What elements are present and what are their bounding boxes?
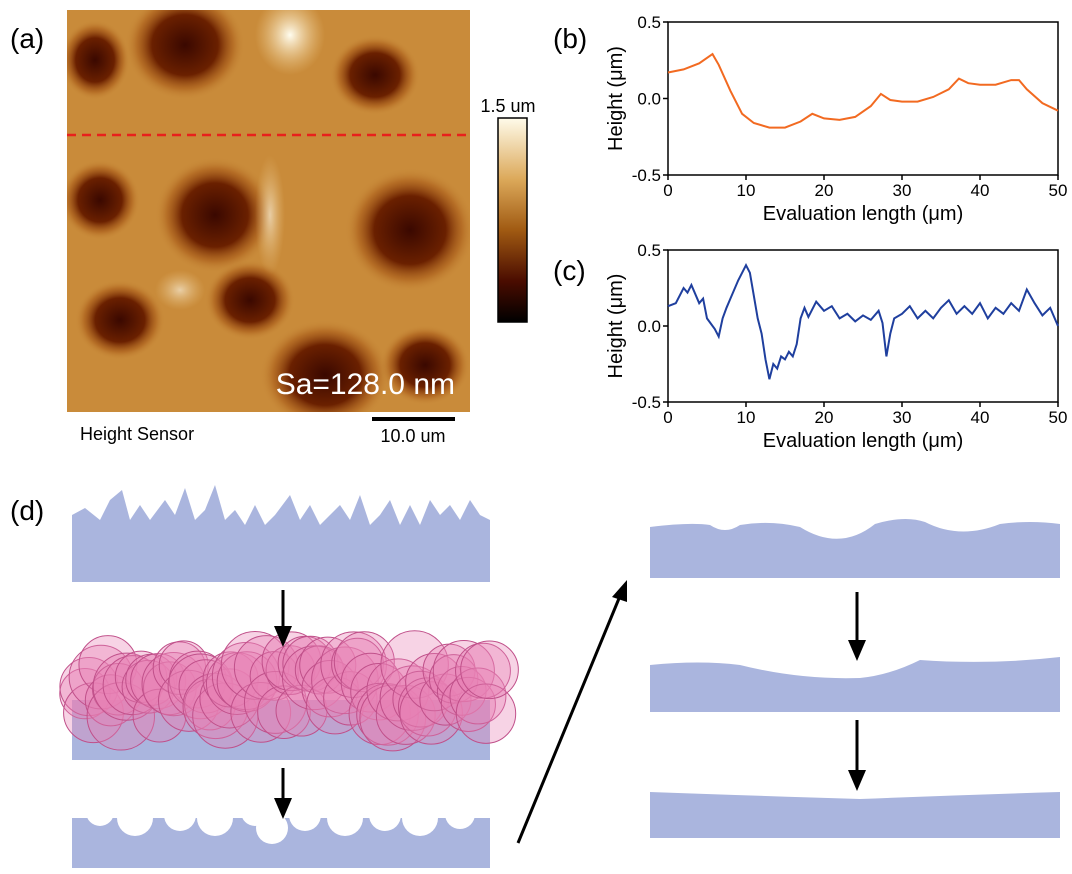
x-tick-label: 40 [971,181,990,200]
y-tick-label: 0.0 [637,317,661,336]
bubble [399,681,463,745]
bubble [455,683,517,744]
data-line [667,263,1059,380]
colorbar-label: 1.5 um [480,96,535,116]
channel-label: Height Sensor [80,424,194,444]
x-tick-label: 20 [815,181,834,200]
panel-label: (d) [10,495,44,526]
x-tick-label: 10 [737,408,756,427]
rough-surface [72,485,490,582]
craters [86,798,475,844]
bubbles [59,630,519,752]
bubble [419,673,472,726]
x-tick-label: 40 [971,408,990,427]
x-tick-label: 50 [1049,181,1068,200]
x-tick-label: 0 [663,181,672,200]
bubble [460,640,519,700]
y-tick-label: 0.0 [637,90,661,109]
bubble [184,678,236,731]
bubble [333,631,395,693]
bubble [436,666,487,716]
y-tick-label: -0.5 [632,166,661,185]
x-tick-label: 0 [663,408,672,427]
bubble [281,645,347,711]
arrows [281,590,859,844]
plot-frame [667,21,1059,176]
y-axis-label: Height (μm) [605,46,627,151]
schematic [59,485,1060,868]
data-line [667,52,1059,129]
smooth-surface [650,792,1060,838]
x-tick-label: 20 [815,408,834,427]
panel-label: (b) [553,23,587,54]
surface [72,700,490,760]
y-tick-label: -0.5 [632,393,661,412]
bubble [158,640,209,691]
panel-label: (a) [10,23,44,54]
bubble [294,645,344,695]
plot-frame [667,249,1059,403]
bubble [340,652,401,713]
x-tick-label: 10 [737,181,756,200]
roughness-label: Sa=128.0 nm [276,368,455,401]
x-tick-label: 30 [893,181,912,200]
smoothed-surface [650,518,1060,578]
bubble [230,681,292,743]
x-tick-label: 30 [893,408,912,427]
afm-image [67,10,470,412]
bubble [392,670,450,728]
y-tick-label: 0.5 [637,241,661,260]
colorbar [497,117,528,323]
scale-bar-label: 10.0 um [380,426,445,446]
panel-label: (c) [553,255,586,286]
arrow-heads [274,580,866,819]
x-axis-label: Evaluation length (μm) [763,203,964,225]
bubble [78,635,138,695]
y-tick-label: 0.5 [637,13,661,32]
bubble [440,676,496,732]
smoothed-surface [650,657,1060,712]
bubble [178,659,233,714]
y-axis-label: Height (μm) [605,274,627,379]
x-tick-label: 50 [1049,408,1068,427]
bubble [141,652,206,717]
x-axis-label: Evaluation length (μm) [763,430,964,452]
